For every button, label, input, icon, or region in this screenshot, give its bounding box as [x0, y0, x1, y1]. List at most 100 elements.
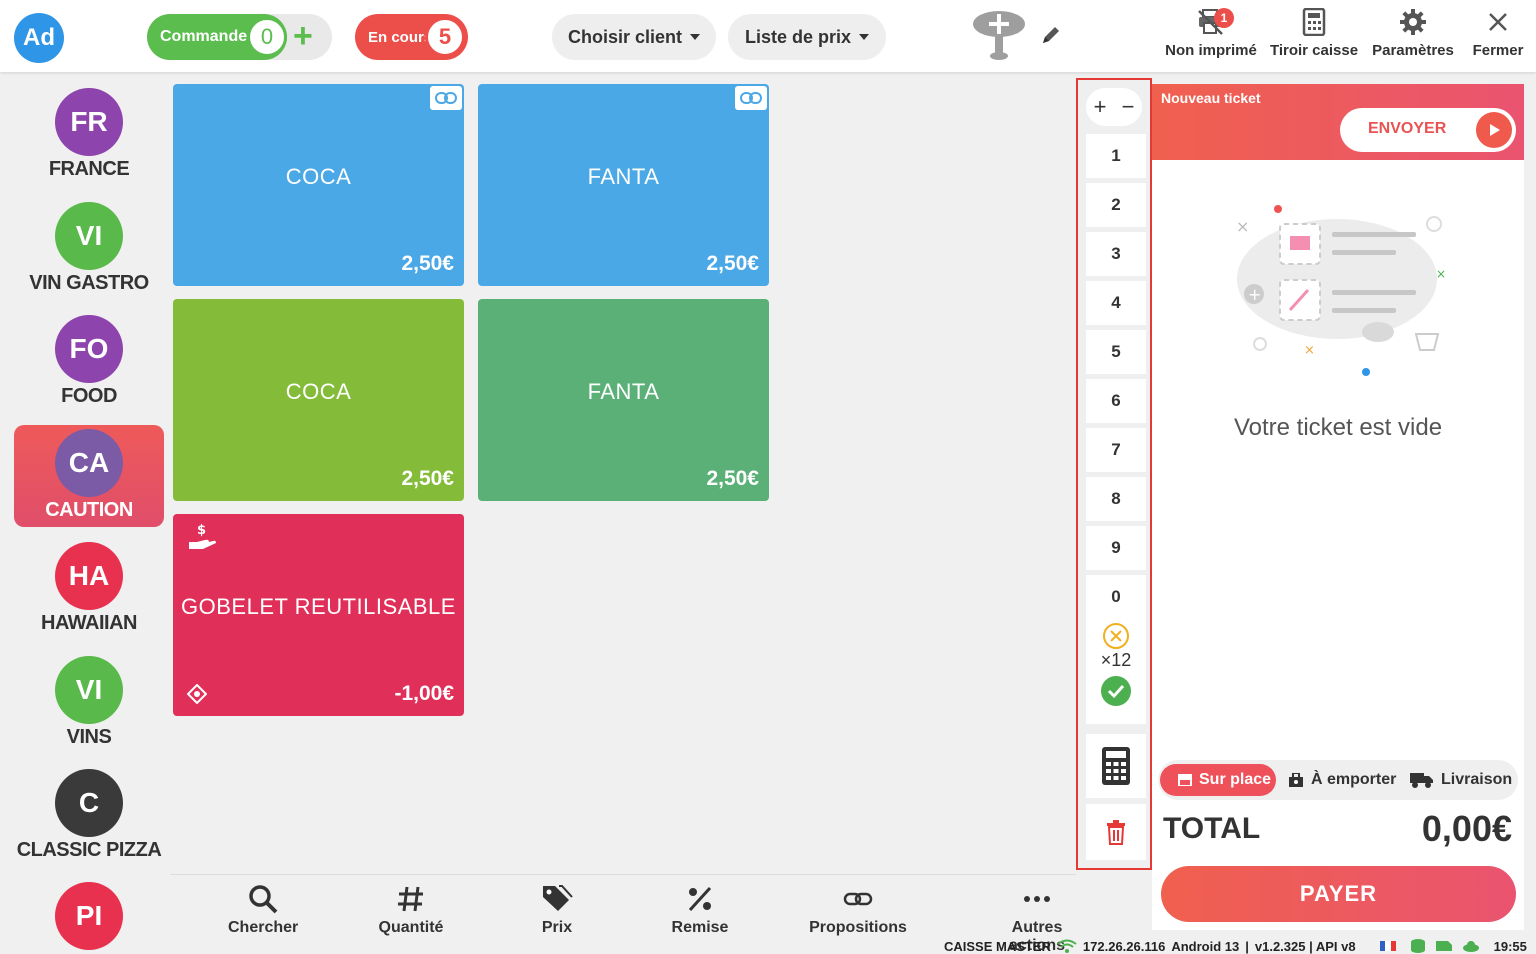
svg-text:×: × [1304, 343, 1315, 358]
multiplier-panel: ×12 [1086, 618, 1146, 724]
pencil-icon[interactable] [1040, 24, 1062, 46]
empty-ticket-text: Votre ticket est vide [1233, 414, 1443, 441]
en-cours-pill[interactable]: En cours 5 [355, 14, 468, 60]
category-label: FRANCE [48, 158, 130, 180]
new-order-plus-icon[interactable]: + [293, 17, 313, 55]
mode-sur-place-label: Sur place [1199, 771, 1272, 788]
product-tile-coca-green[interactable]: COCA 2,50€ [173, 299, 464, 501]
search-icon [249, 885, 278, 914]
product-name: GOBELET REUTILISABLE [181, 594, 456, 619]
keypad-key-9[interactable]: 9 [1086, 526, 1146, 570]
product-name: FANTA [587, 379, 660, 404]
link-icon [430, 86, 462, 110]
product-price: 2,50€ [401, 252, 454, 275]
svg-text:×: × [1436, 267, 1446, 281]
quantite-button[interactable]: Quantité [376, 883, 446, 937]
autres-actions-label: Autres actions [1008, 919, 1065, 954]
link-icon [735, 86, 767, 110]
mode-livraison[interactable]: Livraison [1410, 764, 1514, 796]
keypad-key-1[interactable]: 1 [1086, 134, 1146, 178]
mode-a-emporter[interactable]: À emporter [1288, 764, 1398, 796]
plus-minus-toggle[interactable]: + − [1086, 88, 1142, 126]
chevron-down-icon [859, 34, 870, 40]
bottom-toolbar: Chercher Quantité Prix Remise Propositio… [170, 874, 1076, 954]
separator-icon: | [1245, 938, 1249, 954]
database-icon [1410, 939, 1425, 953]
keypad-key-0[interactable]: 0 [1086, 575, 1146, 619]
category-badge: C [55, 769, 123, 837]
category-vin-gastro[interactable]: VI VIN GASTRO [14, 200, 164, 302]
commandes-pill[interactable]: Commandes 0 + [147, 14, 332, 60]
category-pi[interactable]: PI [14, 880, 164, 954]
category-caution[interactable]: CA CAUTION [14, 425, 164, 527]
svg-text:+: + [1248, 285, 1261, 304]
bag-icon [1289, 773, 1303, 787]
product-tile-fanta-blue[interactable]: FANTA 2,50€ [478, 84, 769, 286]
svg-text:×: × [1236, 217, 1249, 236]
os-version: Android 13 [1171, 938, 1240, 954]
keypad-key-4[interactable]: 4 [1086, 281, 1146, 325]
service-mode-selector: Sur place À emporter Livraison [1158, 760, 1518, 800]
keypad-key-6[interactable]: 6 [1086, 379, 1146, 423]
keypad-key-2[interactable]: 2 [1086, 183, 1146, 227]
delivery-truck-icon [1410, 773, 1433, 788]
more-dots-icon [1024, 896, 1050, 902]
cancel-multiplier-icon[interactable] [1102, 622, 1130, 650]
ticket-header: Nouveau ticket ENVOYER [1152, 84, 1524, 160]
keypad-key-8[interactable]: 8 [1086, 477, 1146, 521]
hash-icon [398, 886, 423, 912]
category-label: HAWAIIAN [41, 612, 138, 634]
confirm-check-icon[interactable] [1100, 675, 1132, 707]
propositions-label: Propositions [809, 919, 907, 936]
calculator-button[interactable] [1086, 734, 1146, 798]
payer-button[interactable]: PAYER [1161, 866, 1516, 922]
status-bar: CAISSE MASTER 172.26.26.116 Android 13 |… [944, 938, 1527, 954]
remise-button[interactable]: Remise [666, 883, 734, 937]
fermer-label: Fermer [1472, 42, 1524, 59]
cash-register-icon [1302, 8, 1326, 36]
keypad-key-7[interactable]: 7 [1086, 428, 1146, 472]
category-hawaiian[interactable]: HA HAWAIIAN [14, 540, 164, 642]
category-badge: VI [55, 656, 123, 724]
quantity-keypad: + − 1 2 3 4 5 6 7 8 9 0 ×12 [1076, 78, 1152, 870]
parametres-label: Paramètres [1372, 42, 1454, 59]
product-tile-fanta-green[interactable]: FANTA 2,50€ [478, 299, 769, 501]
category-label: FOOD [61, 385, 117, 407]
price-list-label: Liste de prix [744, 26, 852, 47]
parametres-button[interactable]: Paramètres [1368, 8, 1458, 68]
sync-icon [1435, 941, 1452, 951]
keypad-key-5[interactable]: 5 [1086, 330, 1146, 374]
tiroir-caisse-button[interactable]: Tiroir caisse [1268, 8, 1360, 68]
chercher-button[interactable]: Chercher [228, 883, 298, 937]
category-france[interactable]: FR FRANCE [14, 86, 164, 188]
keypad-key-3[interactable]: 3 [1086, 232, 1146, 276]
category-classic-pizza[interactable]: C CLASSIC PIZZA [14, 767, 164, 869]
fermer-button[interactable]: Fermer [1466, 8, 1530, 68]
add-table-icon[interactable] [970, 8, 1028, 64]
mode-sur-place[interactable]: Sur place [1160, 764, 1276, 796]
autres-actions-button[interactable]: Autres actions [982, 883, 1092, 954]
price-list-dropdown[interactable]: Liste de prix [728, 14, 886, 60]
commandes-count: 0 [247, 17, 287, 57]
propositions-button[interactable]: Propositions [808, 883, 908, 937]
product-tile-gobelet[interactable]: $ GOBELET REUTILISABLE -1,00€ [173, 514, 464, 716]
prix-button[interactable]: Prix [532, 883, 582, 937]
envoyer-button[interactable]: ENVOYER [1340, 108, 1516, 152]
category-vins[interactable]: VI VINS [14, 654, 164, 756]
tags-icon [543, 885, 573, 911]
category-food[interactable]: FO FOOD [14, 313, 164, 415]
user-avatar[interactable]: Ad [14, 13, 64, 63]
svg-text:$: $ [197, 523, 206, 538]
category-label: CLASSIC PIZZA [16, 839, 162, 861]
choose-client-dropdown[interactable]: Choisir client [552, 14, 716, 60]
app-version: v1.2.325 | API v8 [1254, 938, 1356, 954]
gear-icon [1400, 9, 1426, 35]
category-badge: HA [55, 542, 123, 610]
category-label: CAUTION [45, 499, 133, 521]
en-cours-count: 5 [425, 17, 465, 57]
quantite-label: Quantité [378, 919, 444, 936]
en-cours-label: En cours [368, 28, 433, 46]
non-imprime-button[interactable]: 1 Non imprimé [1162, 8, 1260, 68]
product-tile-coca-blue[interactable]: COCA 2,50€ [173, 84, 464, 286]
delete-button[interactable] [1086, 804, 1146, 860]
